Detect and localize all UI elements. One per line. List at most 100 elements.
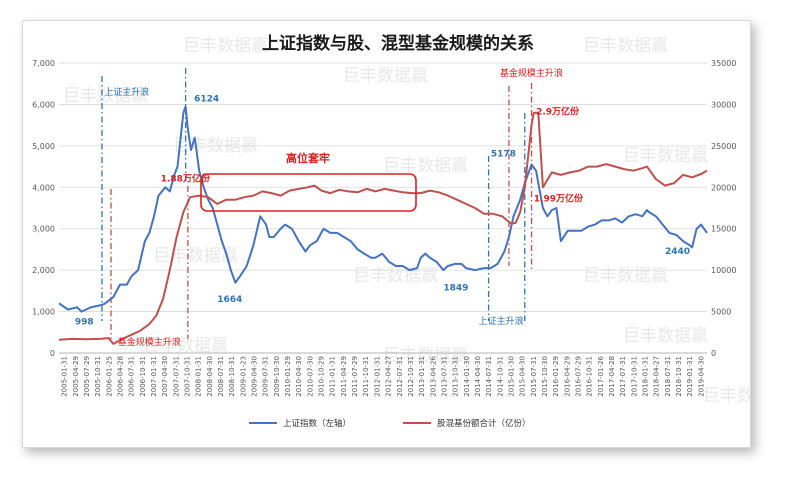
right-axis-ticks: 0 5000 10000 15000 20000 25000 30000 35000 <box>711 59 736 358</box>
x-tick-label: 2019-04-30 <box>697 356 705 397</box>
right-tick-label: 15000 <box>711 225 736 234</box>
x-tick-label: 2007-10-31 <box>183 356 191 397</box>
annotation-label: 上证主升浪 <box>104 86 149 98</box>
watermark-text: 巨丰数据赢 <box>353 266 438 286</box>
x-tick-label: 2016-01-29 <box>552 356 560 397</box>
x-tick-label: 2005-01-31 <box>61 356 69 397</box>
x-tick-label: 2017-04-28 <box>608 356 616 397</box>
series-line-2 <box>58 111 708 345</box>
chart-title: 上证指数与股、混型基金规模的关系 <box>262 33 534 54</box>
x-tick-label: 2006-04-28 <box>116 356 124 397</box>
x-tick-label: 2013-07-31 <box>440 356 448 397</box>
x-tick-label: 2007-04-30 <box>161 356 169 397</box>
x-tick-label: 2011-10-31 <box>362 356 370 397</box>
x-tick-label: 2006-07-31 <box>128 356 136 397</box>
right-tick-label: 5000 <box>711 308 731 317</box>
left-tick-label: 4,000 <box>32 183 55 192</box>
right-tick-label: 30000 <box>711 100 736 109</box>
legend-label: 股混基份额合计（亿份） <box>437 418 531 429</box>
annotation-label: 2.9万亿份 <box>536 106 580 118</box>
wave-marker-lines <box>101 68 533 339</box>
x-tick-label: 2016-04-29 <box>563 356 571 397</box>
x-tick-label: 2011-07-29 <box>351 356 359 397</box>
x-tick-label: 2010-01-29 <box>284 356 292 397</box>
left-tick-label: 1,000 <box>32 308 55 317</box>
watermark-text: 巨丰数据赢 <box>183 36 268 56</box>
x-tick-label: 2014-10-31 <box>496 356 504 397</box>
annotation-label: 1664 <box>217 295 242 305</box>
left-tick-label: 0 <box>50 349 55 358</box>
high-position-box <box>200 173 417 212</box>
x-tick-label: 2007-01-31 <box>150 356 158 397</box>
x-tick-label: 2008-10-31 <box>228 356 236 397</box>
x-tick-label: 2017-07-31 <box>619 356 627 397</box>
x-tick-label: 2012-07-31 <box>396 356 404 397</box>
x-tick-label: 2009-10-30 <box>273 356 281 397</box>
watermark-text: 巨丰数据赢 <box>343 66 428 86</box>
x-tick-label: 2011-01-31 <box>329 356 337 397</box>
watermark-text: 巨丰数据赢 <box>623 146 708 166</box>
annotations: 6124 1664 1849 5178 2440 998 1.88万亿份 2.9万亿份 1.99… <box>75 67 690 348</box>
right-tick-label: 10000 <box>711 266 736 275</box>
x-tick-label: 2007-07-31 <box>172 356 180 397</box>
left-tick-label: 2,000 <box>32 266 55 275</box>
left-tick-label: 3,000 <box>32 225 55 234</box>
x-tick-label: 2018-10-31 <box>675 356 683 397</box>
left-tick-label: 6,000 <box>32 100 55 109</box>
x-tick-label: 2012-10-31 <box>407 356 415 397</box>
left-axis-ticks: 0 1,000 2,000 3,000 4,000 5,000 6,000 7,000 <box>32 59 55 358</box>
x-tick-label: 2006-10-31 <box>139 356 147 397</box>
watermark-text: 巨丰数据赢 <box>583 266 668 286</box>
annotation-label: 1.88万亿份 <box>161 173 211 185</box>
x-tick-label: 2005-10-31 <box>94 356 102 397</box>
legend-label: 上证指数（左轴） <box>283 418 351 429</box>
x-tick-label: 2009-07-31 <box>262 356 270 397</box>
x-tick-label: 2018-04-27 <box>653 356 661 397</box>
watermark-text: 巨丰数据赢 <box>623 326 708 346</box>
x-tick-label: 2014-07-31 <box>485 356 493 397</box>
x-tick-label: 2017-10-31 <box>630 356 638 397</box>
x-tick-label: 2008-04-30 <box>206 356 214 397</box>
x-tick-label: 2014-01-30 <box>463 356 471 397</box>
x-tick-label: 2010-04-30 <box>295 356 303 397</box>
annotation-label: 基金规模主升浪 <box>118 336 181 348</box>
watermark-text: 巨丰数据赢 <box>583 36 668 56</box>
x-tick-label: 2010-07-30 <box>306 356 314 397</box>
x-tick-label: 2013-04-26 <box>429 355 437 396</box>
x-tick-label: 2016-07-29 <box>575 356 583 397</box>
x-tick-label: 2016-10-31 <box>586 356 594 397</box>
x-tick-label: 2006-01-25 <box>105 356 113 397</box>
x-tick-label: 2009-04-30 <box>251 356 259 397</box>
series-line-1 <box>58 105 708 313</box>
watermark-text: 巨丰数据赢 <box>383 156 468 176</box>
x-tick-label: 2012-01-31 <box>373 356 381 397</box>
annotation-label: 2440 <box>665 247 690 257</box>
annotation-label: 1.99万亿份 <box>534 192 584 204</box>
watermark-text: 巨丰数据赢 <box>143 336 228 356</box>
annotation-label: 6124 <box>194 94 219 104</box>
annotation-label: 5178 <box>491 149 516 159</box>
right-tick-label: 25000 <box>711 142 736 151</box>
right-tick-label: 20000 <box>711 183 736 192</box>
x-tick-label: 2010-10-29 <box>318 356 326 397</box>
annotation-label: 基金规模主升浪 <box>500 67 563 79</box>
x-tick-label: 2017-01-26 <box>597 355 605 396</box>
x-tick-label: 2015-10-30 <box>541 356 549 397</box>
x-tick-label: 2015-04-30 <box>519 356 527 397</box>
left-tick-label: 7,000 <box>32 59 55 68</box>
series-lines <box>58 105 708 345</box>
x-tick-label: 2018-01-31 <box>642 356 650 397</box>
x-axis-ticks: 2005-01-31 2005-04-29 2005-07-29 2005-10-31… <box>61 355 706 396</box>
left-tick-label: 5,000 <box>32 142 55 151</box>
x-tick-label: 2005-07-29 <box>83 356 91 397</box>
x-tick-label: 2015-07-31 <box>530 356 538 397</box>
grid-lines <box>59 62 707 354</box>
x-tick-label: 2014-04-30 <box>474 356 482 397</box>
right-tick-label: 0 <box>711 349 716 358</box>
x-tick-label: 2015-01-30 <box>507 356 515 397</box>
x-tick-label: 2019-01-31 <box>686 356 694 397</box>
right-tick-label: 35000 <box>711 59 736 68</box>
annotation-label: 1849 <box>443 283 468 293</box>
